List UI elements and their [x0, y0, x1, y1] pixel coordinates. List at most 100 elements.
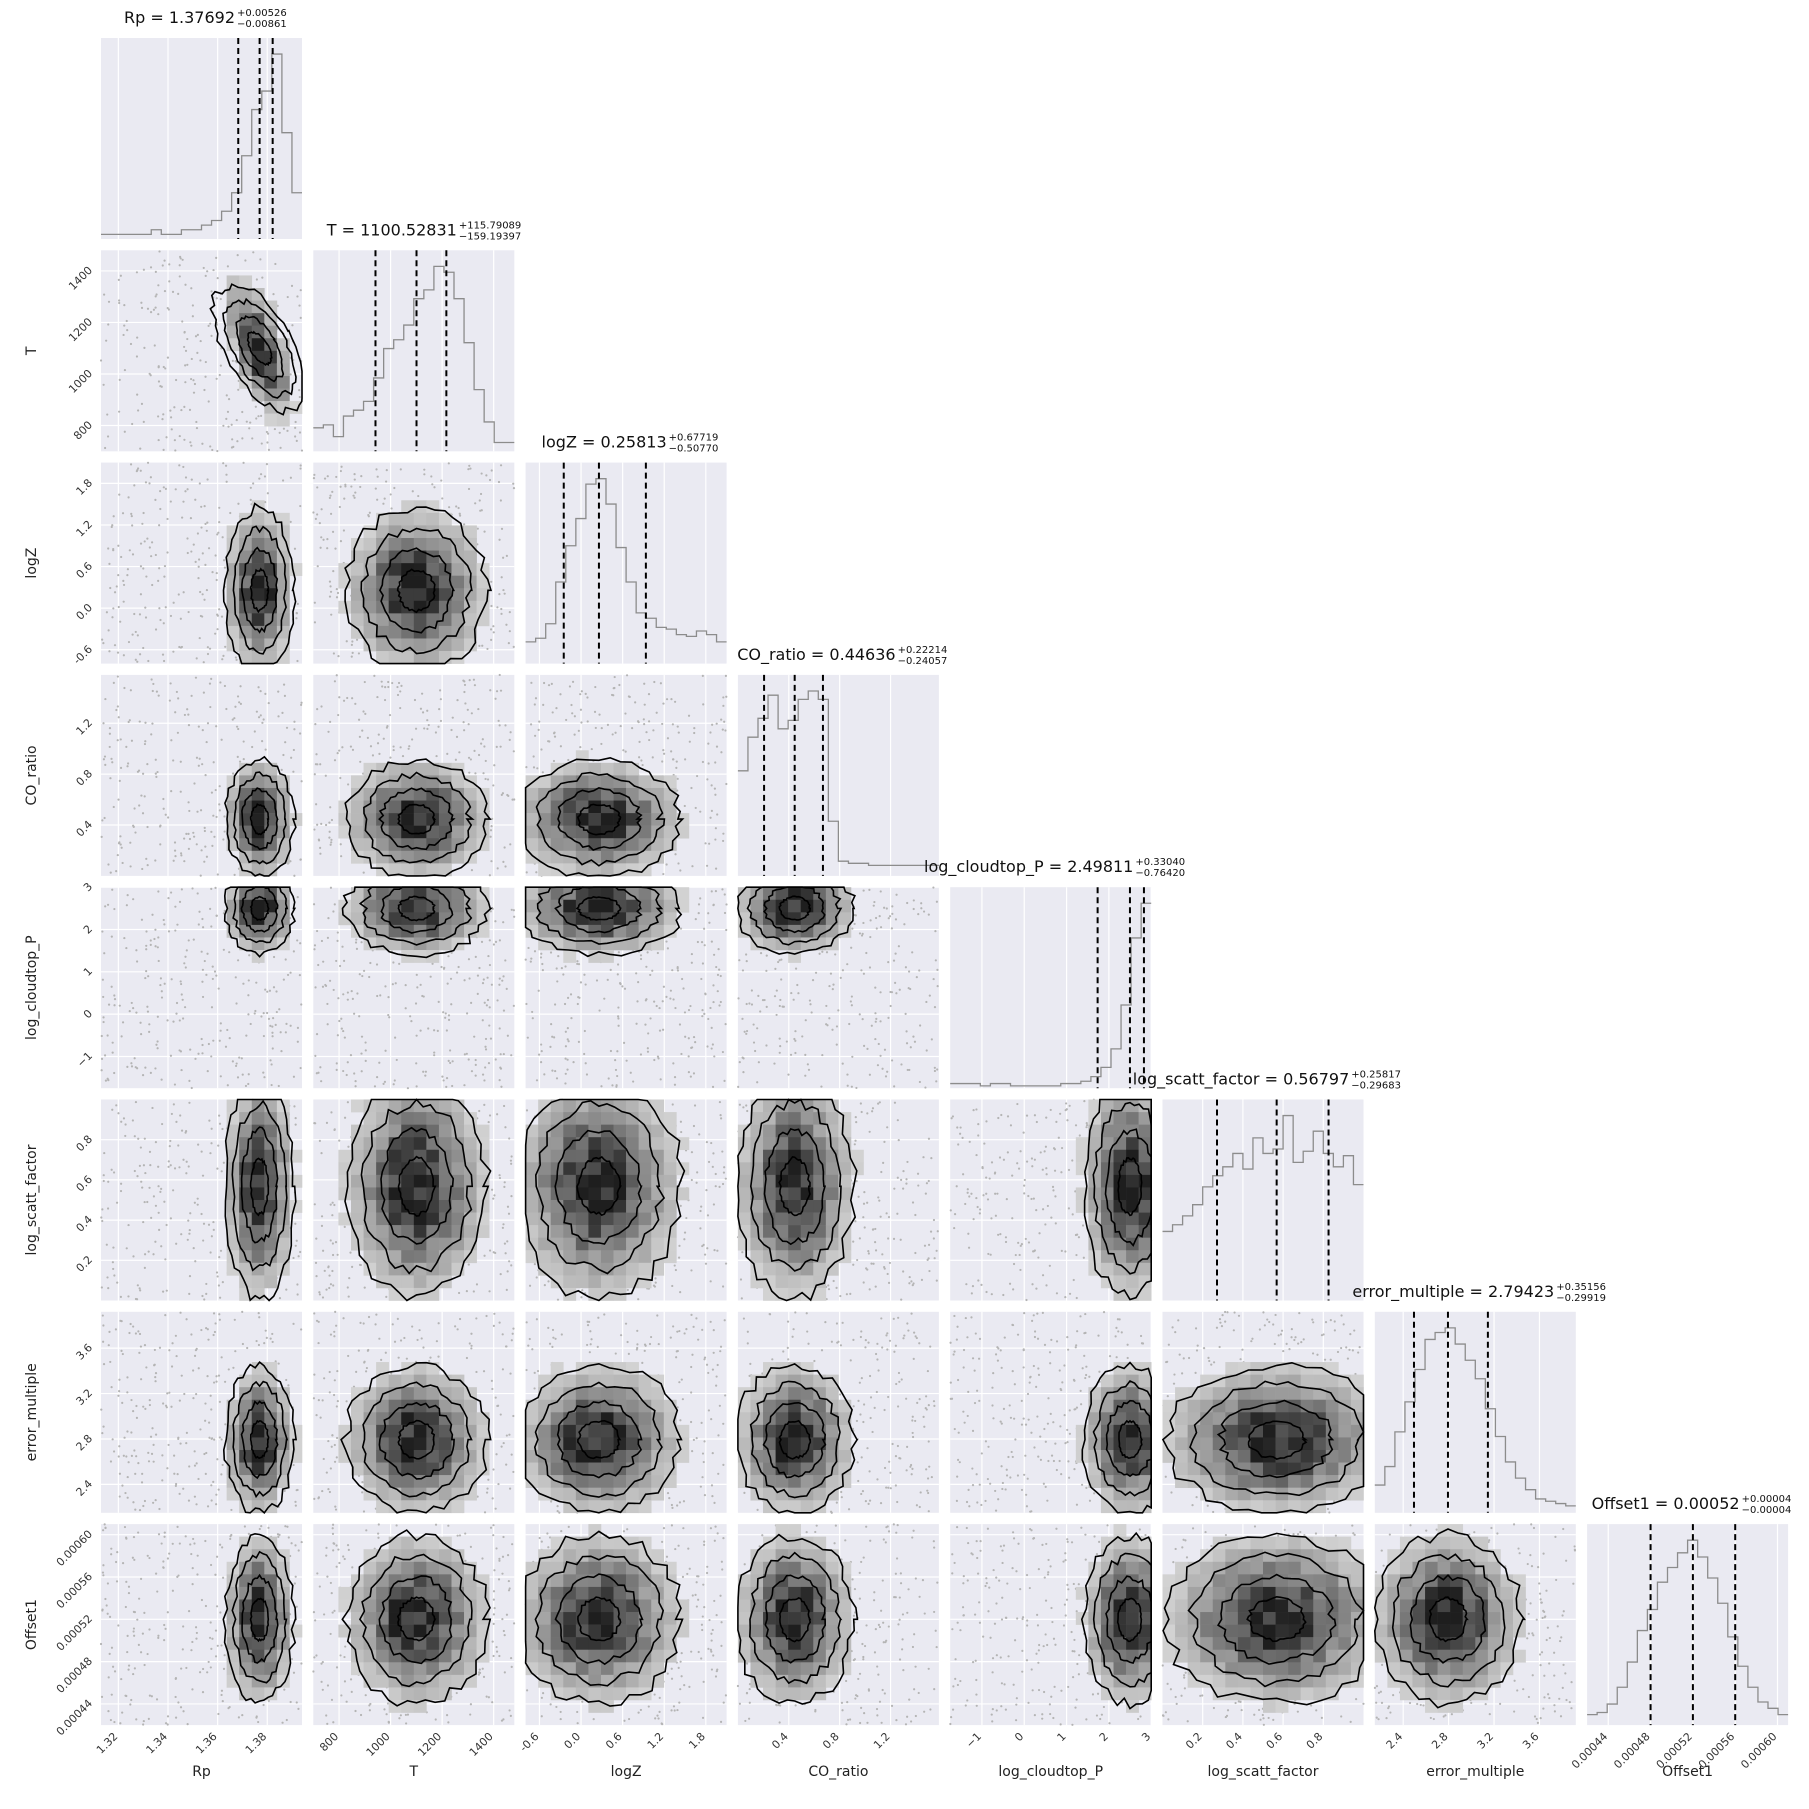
density-cell [239, 287, 253, 301]
sample-point [216, 533, 219, 536]
density-cell [276, 401, 290, 414]
sample-point [136, 634, 139, 637]
sample-point [363, 1286, 366, 1289]
density-cell [413, 1174, 427, 1188]
sample-point [180, 993, 183, 996]
density-cell [638, 850, 652, 864]
sample-point [874, 1249, 878, 1252]
density-cell [413, 912, 427, 926]
density-cell [438, 638, 452, 652]
sample-point [197, 565, 200, 568]
sample-point [500, 612, 503, 615]
sample-point [624, 712, 627, 715]
sample-point [710, 1026, 713, 1029]
sample-point [699, 810, 702, 813]
param-title-lower-error: −0.00861 [237, 19, 287, 30]
sample-point [865, 951, 868, 955]
sample-point [300, 449, 304, 452]
sample-point [187, 610, 190, 614]
sample-point [262, 1012, 265, 1015]
density-cell [401, 512, 415, 526]
density-cell [451, 1174, 465, 1188]
sample-point [694, 1040, 697, 1044]
sample-point [887, 1237, 890, 1240]
sample-point [364, 712, 367, 715]
sample-point [854, 1139, 857, 1142]
sample-point [140, 306, 144, 309]
sample-point [757, 994, 760, 997]
density-cell [451, 1112, 465, 1125]
sample-point [678, 1023, 682, 1026]
sample-point [218, 1114, 221, 1117]
density-cell [626, 1137, 639, 1151]
sample-point [659, 682, 662, 685]
density-cell [588, 1250, 602, 1264]
sample-point [162, 918, 165, 922]
sample-point [100, 1057, 104, 1060]
sample-point [482, 978, 485, 981]
sample-point [653, 680, 656, 684]
sample-point [500, 793, 503, 796]
density-cell [350, 563, 364, 576]
sample-point [404, 984, 407, 987]
sample-point [860, 1110, 863, 1114]
sample-point [324, 774, 327, 777]
sample-point [204, 274, 207, 277]
sample-point [168, 263, 171, 266]
contour-level [209, 283, 303, 416]
sample-point [146, 763, 149, 766]
density-cell [239, 275, 253, 289]
sample-point [474, 1063, 477, 1066]
sample-point [156, 946, 159, 949]
density-cell [350, 600, 364, 614]
sample-point [228, 1037, 231, 1040]
sample-point [222, 948, 225, 951]
density-cell [363, 762, 377, 776]
sample-point [705, 864, 709, 867]
density-cell [550, 787, 564, 801]
sample-point [416, 986, 419, 989]
sample-point [534, 734, 537, 737]
sample-point [107, 300, 111, 303]
sample-point [277, 1084, 280, 1088]
sample-point [625, 674, 629, 677]
density-cell [626, 762, 639, 776]
density-cell [363, 1250, 377, 1264]
sample-point [722, 1171, 726, 1174]
density-cell [239, 600, 253, 614]
sample-point [167, 308, 170, 311]
contour-level [232, 771, 287, 865]
sample-point [121, 512, 125, 515]
density-cell [388, 1124, 402, 1138]
density-cell [251, 1225, 265, 1238]
sample-point [132, 898, 135, 901]
sample-point [177, 593, 180, 596]
sample-point [367, 515, 370, 518]
sample-point [200, 950, 203, 953]
sample-point [927, 1243, 931, 1246]
sample-point [255, 278, 258, 281]
density-cell [676, 899, 690, 913]
sample-point [101, 1219, 104, 1223]
sample-point [292, 748, 295, 752]
density-cell [476, 800, 490, 814]
sample-point [600, 726, 603, 730]
density-cell [226, 313, 240, 326]
density-cell [426, 813, 440, 826]
density-cell [264, 775, 278, 789]
sample-point [908, 1275, 911, 1279]
sample-point [332, 570, 335, 573]
sample-point [538, 720, 541, 723]
sample-point [689, 1004, 692, 1008]
sample-point [184, 966, 187, 969]
sample-point [507, 794, 510, 797]
sample-point [494, 940, 498, 944]
sample-point [706, 778, 709, 781]
sample-point [774, 967, 777, 970]
sample-point [178, 1166, 181, 1169]
sample-point [504, 724, 507, 727]
sample-point [234, 1064, 238, 1068]
density-cell [363, 912, 377, 926]
density-cell [264, 338, 278, 352]
sample-point [756, 1027, 759, 1030]
